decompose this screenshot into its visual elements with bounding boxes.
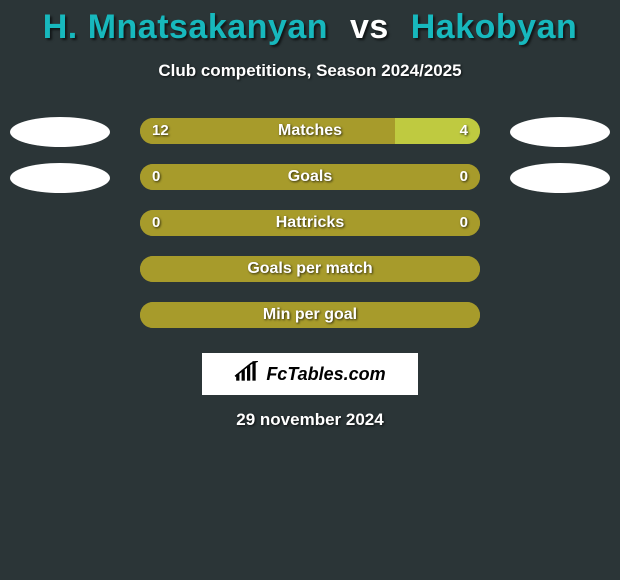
title-player1: H. Mnatsakanyan [43, 8, 328, 46]
stat-bar-right [395, 118, 480, 144]
stat-row: Goals per match [0, 256, 620, 284]
stat-bar-track: Matches124 [140, 118, 480, 144]
stat-row: Matches124 [0, 118, 620, 146]
title-player2: Hakobyan [411, 8, 578, 46]
stat-row: Goals00 [0, 164, 620, 192]
player2-avatar [510, 117, 610, 147]
stat-bar-track: Goals per match [140, 256, 480, 282]
title-vs: vs [350, 8, 389, 46]
stat-bar-left [140, 164, 480, 190]
date-line: 29 november 2024 [0, 410, 620, 430]
stat-row: Min per goal [0, 302, 620, 330]
stat-row: Hattricks00 [0, 210, 620, 238]
stat-bar-left [140, 256, 480, 282]
stat-bar-left [140, 118, 395, 144]
bar-chart-icon [234, 361, 260, 388]
stat-bar-left [140, 302, 480, 328]
player1-avatar [10, 163, 110, 193]
branding-badge: FcTables.com [202, 353, 418, 395]
player1-avatar [10, 117, 110, 147]
stat-bar-track: Min per goal [140, 302, 480, 328]
infographic-root: H. Mnatsakanyan vs Hakobyan Club competi… [0, 0, 620, 580]
stats-block: Matches124 Goals00 Hattricks00 Goals per ma… [0, 118, 620, 348]
page-title: H. Mnatsakanyan vs Hakobyan [0, 0, 620, 47]
stat-bar-left [140, 210, 480, 236]
branding-text: FcTables.com [266, 364, 385, 385]
stat-bar-track: Goals00 [140, 164, 480, 190]
player2-avatar [510, 163, 610, 193]
stat-bar-track: Hattricks00 [140, 210, 480, 236]
subtitle: Club competitions, Season 2024/2025 [0, 61, 620, 81]
